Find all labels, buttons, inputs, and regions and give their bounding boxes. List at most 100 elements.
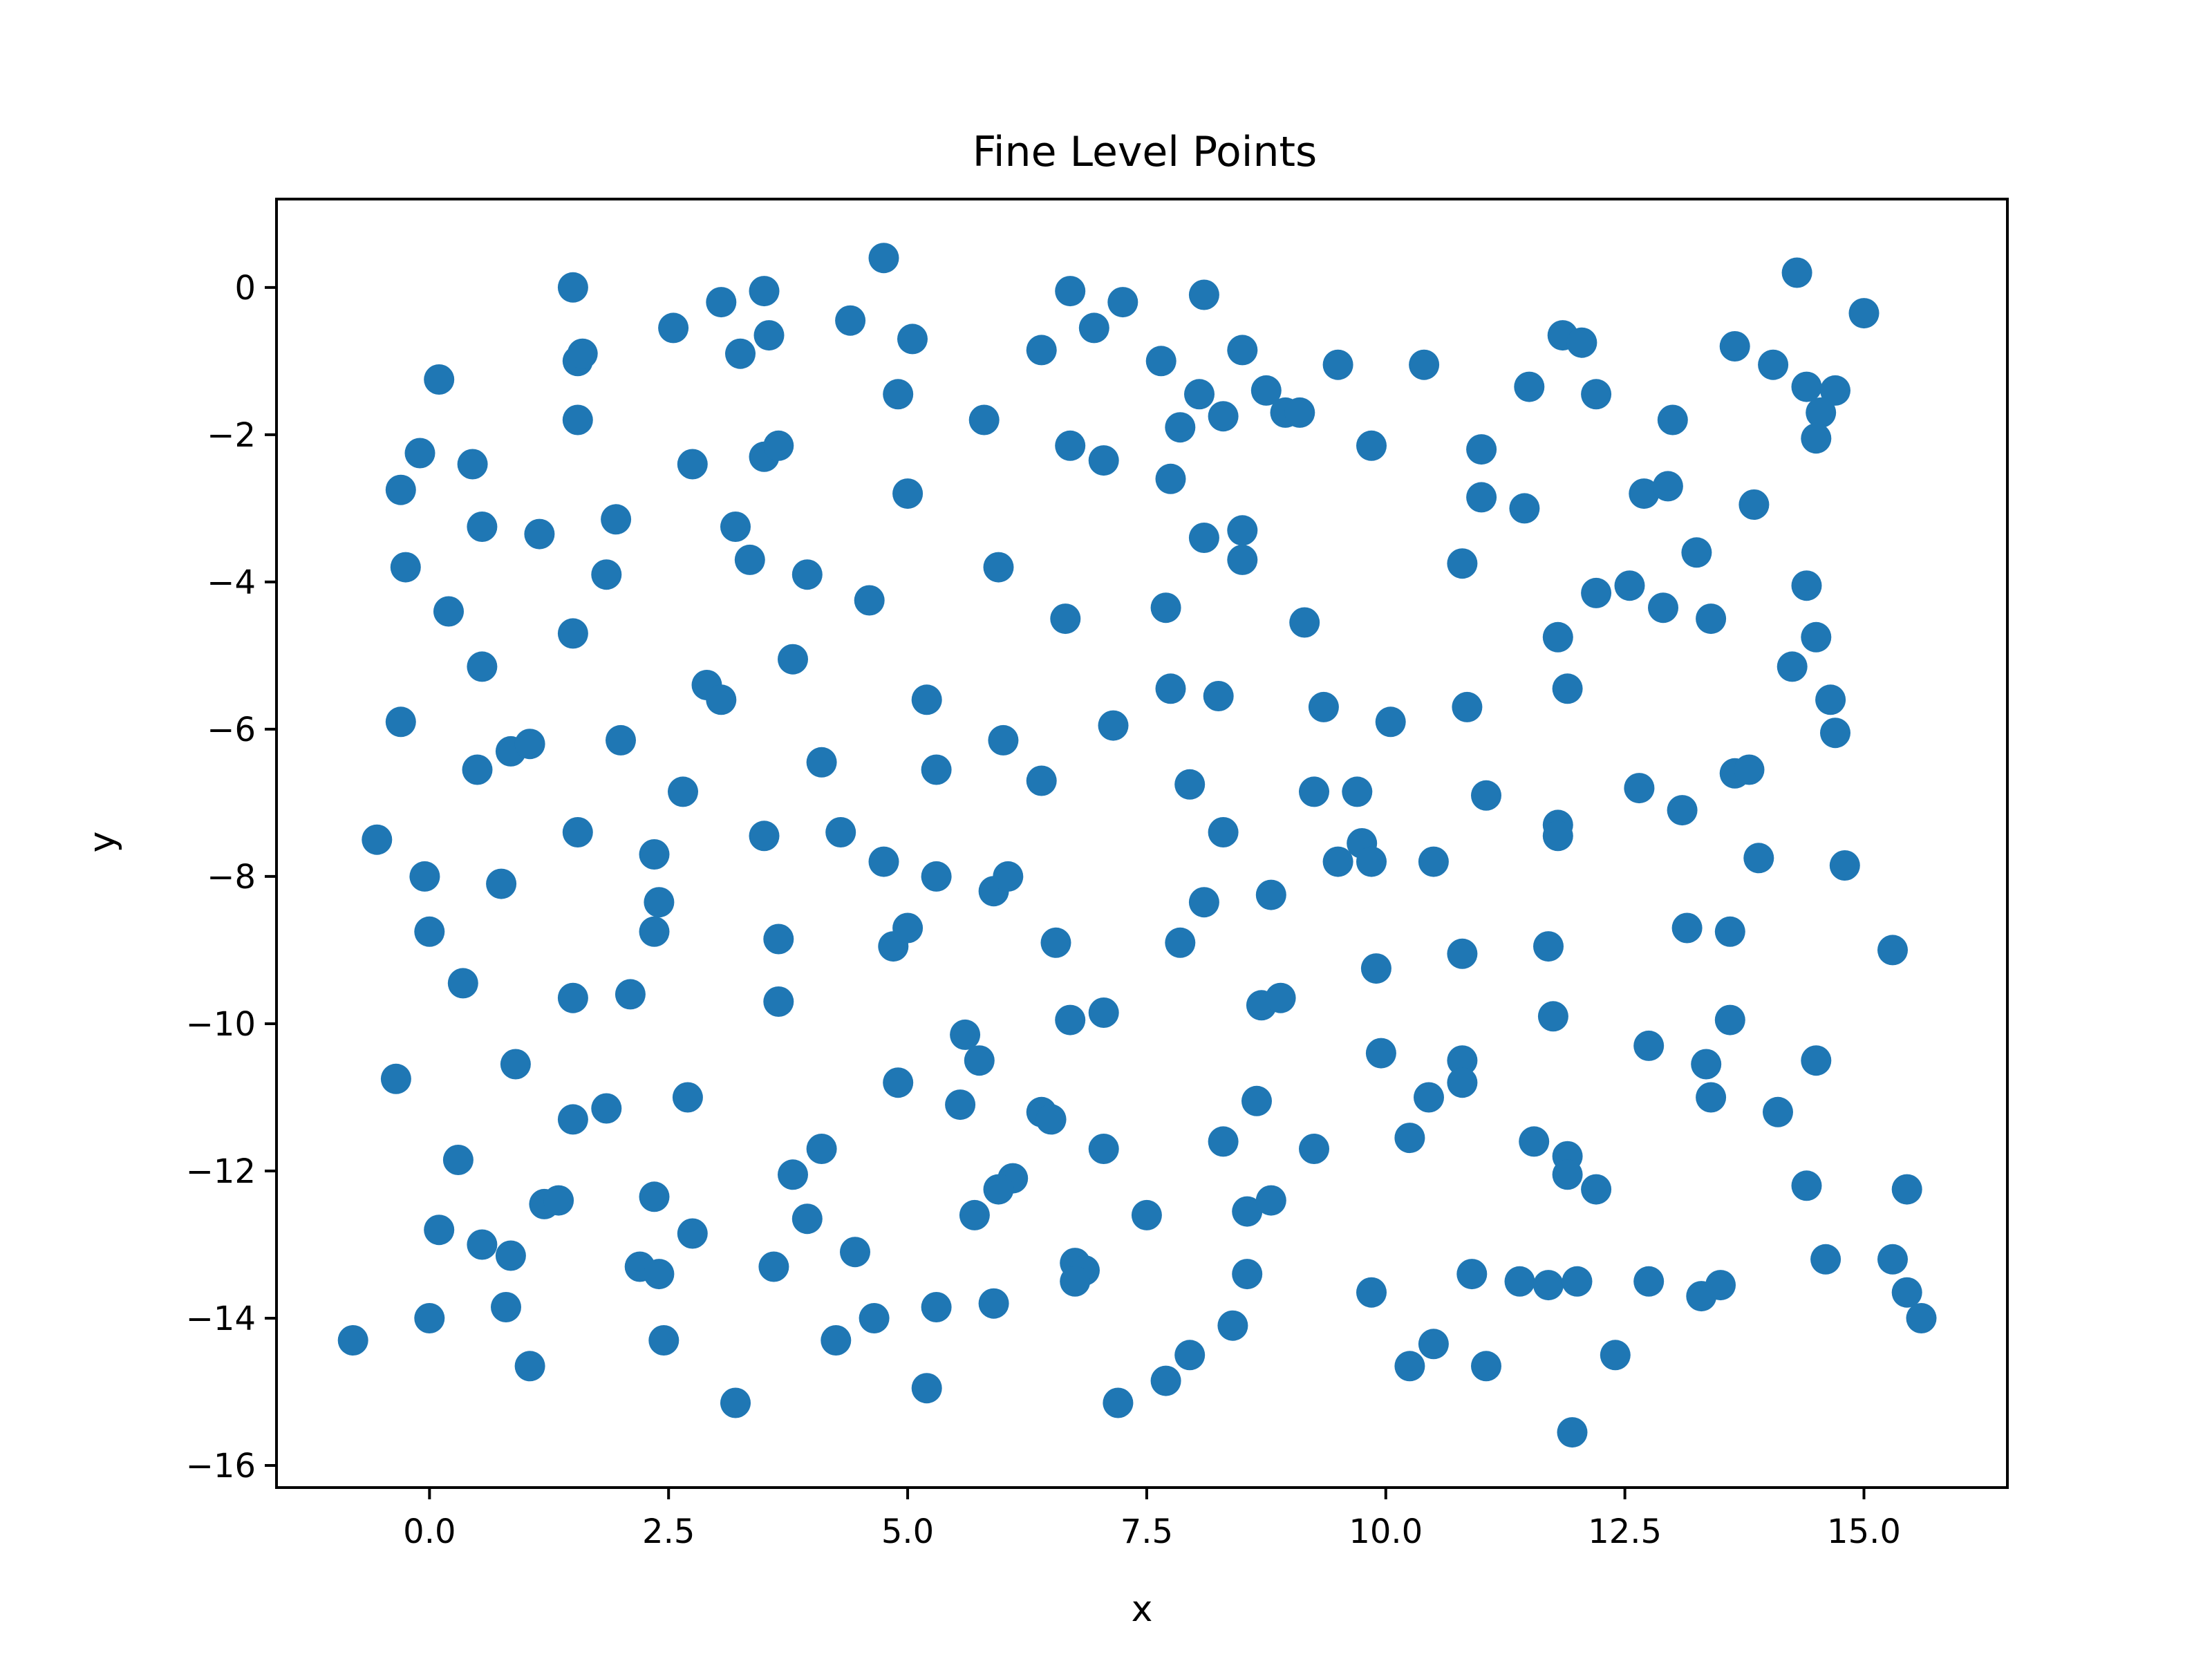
data-point-217 bbox=[1131, 1199, 1162, 1230]
data-point-62 bbox=[601, 504, 632, 535]
data-point-53 bbox=[1155, 463, 1186, 494]
data-point-175 bbox=[557, 1104, 588, 1135]
points-layer bbox=[337, 243, 1937, 1448]
data-point-70 bbox=[983, 552, 1014, 583]
data-point-245 bbox=[1217, 1310, 1248, 1341]
data-point-143 bbox=[644, 887, 675, 918]
x-tick-label: 15.0 bbox=[1827, 1512, 1901, 1551]
data-point-87 bbox=[467, 651, 498, 682]
data-point-243 bbox=[1150, 1365, 1181, 1396]
data-point-221 bbox=[1456, 1259, 1488, 1290]
data-point-201 bbox=[1552, 1159, 1583, 1190]
data-point-206 bbox=[467, 1229, 498, 1260]
data-point-198 bbox=[1394, 1123, 1425, 1154]
plot-area-frame bbox=[275, 198, 2009, 1489]
data-point-152 bbox=[1671, 912, 1703, 944]
data-point-78 bbox=[1150, 592, 1181, 624]
data-point-167 bbox=[500, 1049, 531, 1080]
data-point-52 bbox=[385, 474, 416, 505]
data-point-166 bbox=[380, 1063, 411, 1094]
data-point-136 bbox=[1322, 846, 1353, 877]
data-point-80 bbox=[1542, 621, 1573, 653]
data-point-109 bbox=[1820, 718, 1850, 749]
data-point-72 bbox=[1447, 548, 1478, 579]
data-point-116 bbox=[1624, 773, 1655, 804]
data-point-249 bbox=[1471, 1351, 1501, 1382]
data-point-119 bbox=[1734, 754, 1765, 785]
data-point-203 bbox=[1791, 1170, 1822, 1201]
data-point-56 bbox=[1509, 493, 1540, 524]
data-point-120 bbox=[362, 824, 393, 855]
y-axis: 0 −2 −4 −6 −8 −10 −12 −14 −16 bbox=[186, 269, 276, 1485]
data-point-196 bbox=[1208, 1126, 1239, 1157]
data-point-46 bbox=[763, 430, 794, 461]
data-point-170 bbox=[1365, 1038, 1396, 1069]
data-point-81 bbox=[1581, 577, 1612, 608]
data-point-28 bbox=[1184, 379, 1215, 410]
data-point-6 bbox=[1188, 279, 1219, 310]
data-point-18 bbox=[1566, 327, 1597, 358]
data-point-0 bbox=[557, 272, 588, 303]
data-point-244 bbox=[1174, 1340, 1206, 1371]
data-point-25 bbox=[1409, 349, 1440, 380]
data-point-104 bbox=[806, 747, 837, 778]
data-point-209 bbox=[644, 1259, 675, 1290]
data-point-228 bbox=[1810, 1244, 1841, 1275]
data-point-195 bbox=[1088, 1134, 1119, 1164]
data-point-113 bbox=[1299, 776, 1329, 807]
data-point-75 bbox=[557, 618, 588, 649]
data-point-190 bbox=[639, 1181, 670, 1212]
y-tick-label: −2 bbox=[207, 416, 256, 455]
data-point-84 bbox=[1696, 603, 1727, 635]
data-point-132 bbox=[921, 861, 952, 892]
data-point-162 bbox=[1055, 1004, 1086, 1035]
y-tick-label: −6 bbox=[207, 711, 256, 749]
data-point-247 bbox=[1394, 1351, 1425, 1382]
data-point-57 bbox=[1629, 478, 1660, 509]
data-point-26 bbox=[1758, 349, 1789, 380]
data-point-239 bbox=[921, 1292, 952, 1322]
data-point-157 bbox=[615, 979, 646, 1010]
data-point-134 bbox=[993, 861, 1024, 892]
data-point-191 bbox=[778, 1159, 808, 1190]
data-point-2 bbox=[1055, 276, 1086, 307]
y-tick-label: −16 bbox=[186, 1447, 256, 1485]
data-point-40 bbox=[1657, 404, 1688, 435]
data-point-151 bbox=[1533, 931, 1564, 962]
data-point-194 bbox=[983, 1174, 1014, 1205]
data-point-36 bbox=[1165, 412, 1196, 443]
data-point-96 bbox=[1552, 673, 1583, 704]
data-point-106 bbox=[988, 724, 1019, 756]
data-point-204 bbox=[1891, 1174, 1922, 1205]
data-point-169 bbox=[964, 1045, 995, 1076]
data-point-189 bbox=[543, 1185, 574, 1216]
data-point-15 bbox=[1026, 335, 1057, 366]
data-point-31 bbox=[1581, 379, 1612, 410]
data-point-50 bbox=[1466, 434, 1497, 465]
data-point-222 bbox=[1504, 1266, 1535, 1297]
data-point-122 bbox=[639, 839, 670, 870]
data-point-14 bbox=[1078, 312, 1109, 344]
data-point-125 bbox=[1208, 817, 1239, 847]
x-tick-label: 12.5 bbox=[1588, 1512, 1662, 1551]
data-point-23 bbox=[1145, 346, 1177, 377]
data-point-179 bbox=[945, 1089, 976, 1121]
data-point-192 bbox=[806, 1134, 837, 1164]
data-point-235 bbox=[720, 1387, 751, 1418]
data-point-178 bbox=[883, 1067, 914, 1098]
data-point-168 bbox=[950, 1019, 981, 1050]
data-point-64 bbox=[1188, 523, 1219, 553]
chart-title: Fine Level Points bbox=[973, 128, 1318, 176]
data-point-39 bbox=[1284, 397, 1315, 428]
data-point-149 bbox=[1188, 887, 1219, 918]
data-point-171 bbox=[1447, 1045, 1478, 1076]
data-point-124 bbox=[825, 817, 856, 847]
y-tick-label: −14 bbox=[186, 1300, 256, 1338]
data-point-233 bbox=[514, 1351, 545, 1382]
data-point-21 bbox=[567, 338, 598, 369]
data-point-225 bbox=[1633, 1266, 1665, 1297]
data-point-250 bbox=[1557, 1417, 1588, 1448]
data-point-156 bbox=[557, 982, 588, 1013]
data-point-155 bbox=[447, 968, 478, 999]
data-point-7 bbox=[1781, 257, 1812, 288]
